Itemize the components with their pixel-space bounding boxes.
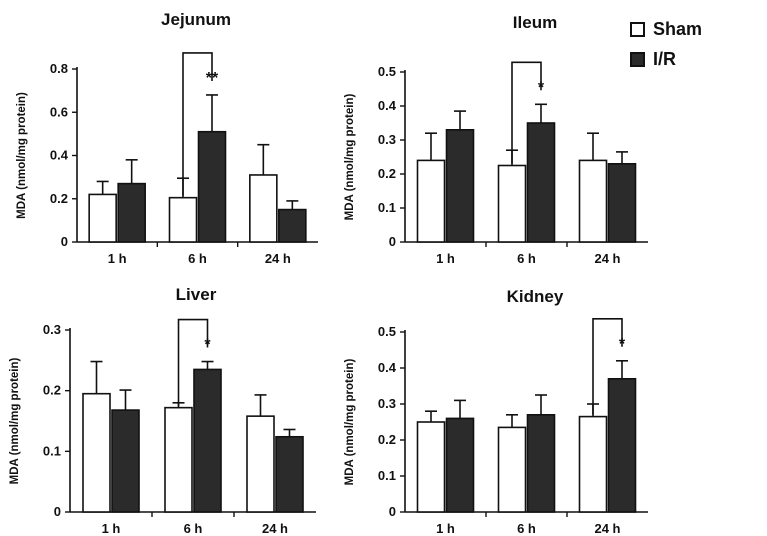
ileum-bar-sham <box>578 159 608 243</box>
kidney-y-tick-label: 0.4 <box>378 360 397 375</box>
kidney-x-tick-label: 24 h <box>594 521 620 536</box>
ileum-y-tick-label: 0.5 <box>378 64 396 79</box>
jejunum-y-tick-label: 0.8 <box>50 61 68 76</box>
kidney-bar-sham <box>416 421 446 513</box>
kidney-bar-ir <box>445 417 475 513</box>
ileum-bar-ir <box>607 163 637 243</box>
liver-y-tick-label: 0 <box>54 504 61 519</box>
kidney-y-tick-label: 0.1 <box>378 468 396 483</box>
ileum-bar-ir <box>526 122 556 243</box>
kidney-y-axis-label: MDA (nmol/mg protein) <box>344 358 356 485</box>
liver-x-tick-label: 1 h <box>102 521 121 536</box>
ileum-y-tick-label: 0.1 <box>378 200 396 215</box>
legend-item-ir: I/R <box>630 46 702 72</box>
jejunum-y-tick-label: 0.4 <box>50 148 69 163</box>
kidney-y-tick-label: 0.2 <box>378 432 396 447</box>
legend-swatch-sham <box>630 21 645 37</box>
liver-title: Liver <box>176 285 217 304</box>
ileum-y-tick-label: 0.4 <box>378 98 397 113</box>
jejunum-x-tick-label: 6 h <box>188 251 207 266</box>
jejunum-bar-ir <box>117 182 146 243</box>
jejunum-y-tick-label: 0 <box>61 234 68 249</box>
kidney-bar-ir <box>526 413 556 513</box>
legend-swatch-ir <box>630 51 645 67</box>
jejunum-x-tick-label: 24 h <box>265 251 291 266</box>
ileum-bar-sham <box>416 159 446 243</box>
kidney-bar-ir <box>607 377 637 513</box>
jejunum-significance-marker: ** <box>206 70 219 87</box>
liver-x-tick-label: 6 h <box>184 521 203 536</box>
ileum-y-tick-label: 0 <box>389 234 396 249</box>
ileum-title: Ileum <box>513 13 557 32</box>
legend-label-sham: Sham <box>653 18 703 39</box>
liver-y-tick-label: 0.3 <box>43 322 61 337</box>
kidney-y-tick-label: 0 <box>389 504 396 519</box>
jejunum-title: Jejunum <box>161 10 231 29</box>
liver-bar-ir <box>111 409 140 513</box>
jejunum-bar-sham <box>249 174 278 243</box>
ileum-bar-sham <box>497 164 527 243</box>
liver-bar-sham <box>246 415 275 513</box>
jejunum-y-tick-label: 0.6 <box>50 104 68 119</box>
ileum-x-tick-label: 24 h <box>594 251 620 266</box>
jejunum-bar-ir <box>197 130 227 243</box>
jejunum-significance-bracket <box>182 52 213 196</box>
ileum-y-tick-label: 0.3 <box>378 132 396 147</box>
kidney-x-tick-label: 6 h <box>517 521 536 536</box>
ileum-y-tick-label: 0.2 <box>378 166 396 181</box>
jejunum-bar-ir <box>278 208 307 243</box>
kidney-title: Kidney <box>507 287 564 306</box>
liver-y-axis-label: MDA (nmol/mg protein) <box>9 357 21 484</box>
liver-significance-marker: * <box>204 337 211 354</box>
jejunum-bar-sham <box>168 196 198 243</box>
liver-bar-ir <box>275 435 304 513</box>
legend-item-sham: Sham <box>630 16 702 42</box>
legend: Sham I/R <box>630 16 702 76</box>
liver-y-tick-label: 0.1 <box>43 443 61 458</box>
liver-x-tick-label: 24 h <box>262 521 288 536</box>
legend-label-ir: I/R <box>653 48 677 69</box>
ileum-y-axis-label: MDA (nmol/mg protein) <box>344 93 356 220</box>
ileum-bar-ir <box>445 129 475 243</box>
kidney-significance-marker: * <box>619 336 626 353</box>
jejunum-y-tick-label: 0.2 <box>50 191 68 206</box>
jejunum-y-axis-label: MDA (nmol/mg protein) <box>16 92 28 219</box>
kidney-y-tick-label: 0.5 <box>378 324 396 339</box>
ileum-x-tick-label: 6 h <box>517 251 536 266</box>
jejunum-bar-sham <box>88 193 117 243</box>
liver-y-tick-label: 0.2 <box>43 383 61 398</box>
ileum-significance-bracket <box>511 61 542 164</box>
liver-bar-sham <box>164 406 193 513</box>
kidney-significance-bracket <box>592 317 623 415</box>
jejunum-x-tick-label: 1 h <box>108 251 127 266</box>
ileum-significance-marker: * <box>538 79 545 96</box>
liver-bar-ir <box>193 368 222 513</box>
liver-significance-bracket <box>177 318 209 406</box>
kidney-bar-sham <box>578 415 608 513</box>
kidney-x-tick-label: 1 h <box>436 521 455 536</box>
ileum-x-tick-label: 1 h <box>436 251 455 266</box>
liver-bar-sham <box>82 392 111 513</box>
kidney-bar-sham <box>497 426 527 513</box>
kidney-y-tick-label: 0.3 <box>378 396 396 411</box>
